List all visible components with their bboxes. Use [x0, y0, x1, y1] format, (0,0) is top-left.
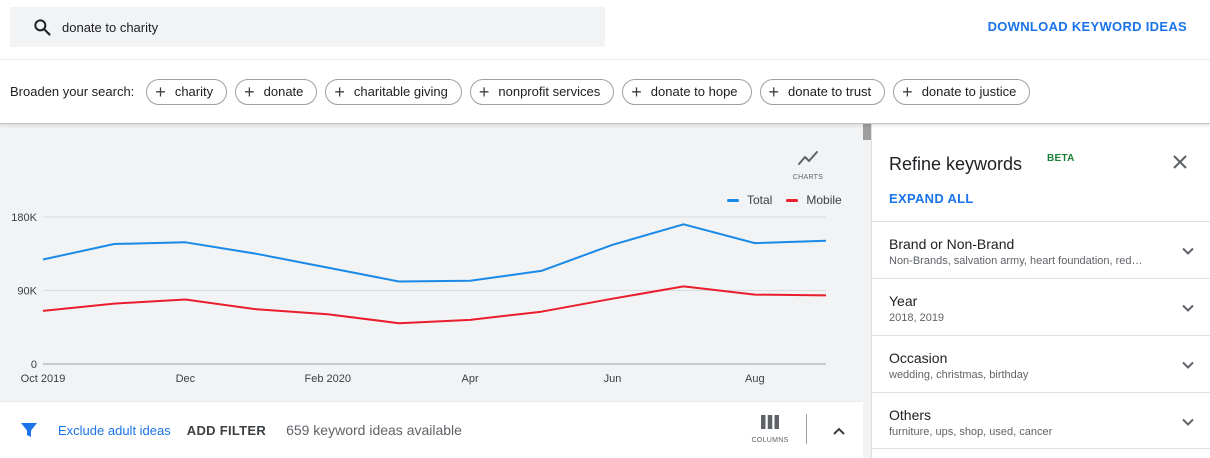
y-tick-label: 90K — [17, 286, 37, 298]
add-filter-button[interactable]: ADD FILTER — [186, 422, 267, 438]
chevron-down-icon — [1182, 418, 1194, 426]
close-icon[interactable] — [1170, 152, 1190, 172]
keyword-ideas-count: 659 keyword ideas available — [286, 422, 462, 438]
chart-area — [0, 124, 863, 401]
section-subtitle: wedding, christmas, birthday — [889, 369, 1029, 381]
plus-icon: + — [244, 81, 255, 102]
legend-swatch-mobile — [786, 198, 799, 202]
chip-label: donate to trust — [788, 84, 872, 99]
scrollbar[interactable] — [863, 124, 871, 458]
refine-section-occasion[interactable]: Occasion wedding, christmas, birthday — [872, 335, 1210, 392]
broaden-chip[interactable]: + charity — [146, 78, 228, 105]
collapse-chevron-up-icon[interactable] — [829, 421, 849, 441]
section-subtitle: Non-Brands, salvation army, heart founda… — [889, 255, 1144, 267]
plus-icon: + — [155, 81, 166, 102]
chip-label: donate to hope — [650, 84, 738, 99]
x-tick-label: Dec — [176, 373, 196, 385]
plus-icon: + — [478, 81, 490, 102]
section-title: Brand or Non-Brand — [889, 236, 1015, 252]
columns-label: COLUMNS — [751, 437, 789, 444]
x-tick-label: Apr — [462, 373, 479, 385]
broaden-chip[interactable]: + donate to trust — [759, 78, 886, 105]
search-input[interactable]: donate to charity — [62, 19, 159, 35]
x-tick-label: Feb 2020 — [304, 373, 350, 385]
chart-legend: Total Mobile — [727, 193, 842, 207]
chevron-down-icon — [1182, 304, 1194, 312]
charts-label: CHARTS — [792, 174, 824, 181]
section-title: Year — [889, 293, 918, 309]
chevron-down-icon — [1182, 247, 1194, 255]
x-tick-label: Jun — [604, 373, 622, 385]
section-title: Others — [889, 407, 932, 423]
line-chart-icon — [798, 151, 818, 165]
download-keyword-ideas-button[interactable]: DOWNLOAD KEYWORD IDEAS — [987, 19, 1187, 34]
chip-label: nonprofit services — [498, 84, 601, 99]
divider — [806, 414, 807, 444]
broaden-chip[interactable]: + donate to hope — [622, 78, 752, 105]
refine-section-year[interactable]: Year 2018, 2019 — [872, 278, 1210, 335]
scroll-thumb[interactable] — [863, 124, 871, 140]
top-bar: donate to charity DOWNLOAD KEYWORD IDEAS — [0, 0, 1210, 60]
broaden-chip[interactable]: + charitable giving — [325, 78, 462, 105]
plus-icon: + — [334, 81, 345, 102]
legend-label-mobile: Mobile — [806, 193, 842, 207]
chevron-down-icon — [1182, 361, 1194, 369]
exclude-adult-ideas-filter[interactable]: Exclude adult ideas — [58, 422, 171, 438]
filter-bar: Exclude adult ideas ADD FILTER 659 keywo… — [0, 401, 863, 458]
search-icon — [30, 15, 54, 39]
refine-keywords-title: Refine keywords — [889, 154, 1023, 174]
broaden-search-label: Broaden your search: — [10, 84, 135, 99]
chip-label: donate to justice — [921, 84, 1017, 99]
plus-icon: + — [768, 81, 780, 102]
chip-label: charity — [174, 84, 214, 99]
legend-item-total: Total — [727, 193, 772, 207]
columns-button[interactable]: COLUMNS — [748, 415, 792, 444]
series-line-mobile — [42, 285, 827, 325]
legend-item-mobile: Mobile — [786, 193, 842, 207]
section-title: Occasion — [889, 350, 948, 366]
y-tick-label: 0 — [31, 359, 37, 371]
refine-section-others[interactable]: Others furniture, ups, shop, used, cance… — [872, 392, 1210, 449]
x-tick-label: Oct 2019 — [21, 373, 66, 385]
refine-section-brand[interactable]: Brand or Non-Brand Non-Brands, salvation… — [872, 221, 1210, 278]
broaden-chip[interactable]: + donate to justice — [893, 78, 1031, 105]
y-tick-label: 180K — [11, 212, 37, 224]
columns-icon — [761, 415, 779, 429]
broaden-chip[interactable]: + nonprofit services — [469, 78, 615, 105]
search-field[interactable]: donate to charity — [10, 7, 605, 47]
expand-all-button[interactable]: EXPAND ALL — [889, 191, 974, 206]
trend-chart: 0 90K 180K Oct 2019 Dec Feb 2020 Apr Jun Aug — [11, 212, 827, 385]
charts-button[interactable]: CHARTS — [789, 149, 827, 181]
series-line-total — [42, 223, 827, 283]
section-subtitle: furniture, ups, shop, used, cancer — [889, 426, 1053, 438]
chip-label: charitable giving — [353, 84, 448, 99]
broaden-chip[interactable]: + donate — [235, 78, 318, 105]
beta-badge: BETA — [1047, 153, 1075, 164]
broaden-search-bar: Broaden your search: + charity + donate + c… — [0, 60, 1210, 124]
section-subtitle: 2018, 2019 — [889, 312, 945, 324]
plus-icon: + — [631, 81, 642, 102]
chip-label: donate — [263, 84, 304, 99]
x-tick-label: Aug — [745, 373, 765, 385]
legend-label-total: Total — [747, 193, 773, 207]
filter-icon[interactable] — [20, 421, 40, 439]
legend-swatch-total — [727, 198, 739, 202]
plus-icon: + — [902, 81, 913, 102]
refine-keywords-panel: Refine keywords BETA EXPAND ALL Brand or… — [871, 124, 1210, 458]
